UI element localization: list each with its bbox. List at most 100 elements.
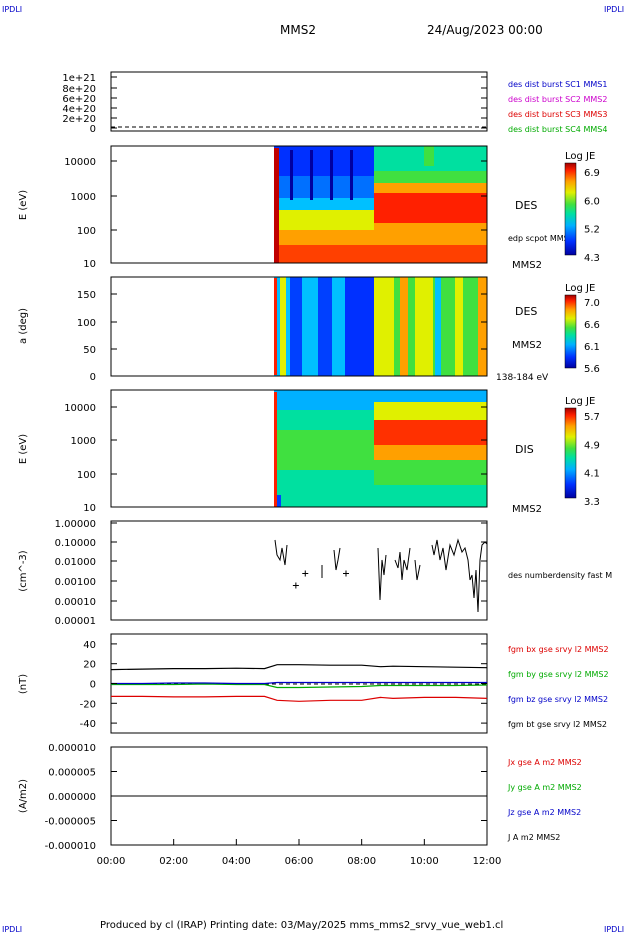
current-legend-item: Jz gse A m2 MMS2 [507,808,581,817]
panel-des-pitch: a (deg) 150 100 50 0 DES MMS2 138-184 eV Lo… [18,276,600,383]
current-tick-label: 0.000005 [48,768,96,779]
spacecraft-title: MMS2 [280,23,316,37]
availability-tick-label: 0 [90,124,96,135]
current-legend-item: J A m2 MMS2 [507,833,560,842]
dis-energy-ylabel: E (eV) [18,434,29,464]
density-tick-label: 1.00000 [55,519,96,530]
dis-energy-colorbar-tick-label: 3.3 [584,497,600,508]
availability-tick-label: 4e+20 [62,104,96,115]
des-energy-tick-label: 10000 [64,157,96,168]
des-pitch-tick-label: 150 [77,290,96,301]
bfield-ylabel: (nT) [18,674,29,694]
des-energy-tick-label: 1000 [71,192,96,203]
dis-energy-frame [110,389,488,508]
panel-magnetic-field: (nT) 40 20 0 -20 -40 fgm bx gse srvy l2 MMS2… [18,633,609,734]
bfield-legend-item: fgm bt gse srvy l2 MMS2 [508,720,607,729]
current-tick-label: 0.000000 [48,792,96,803]
time-axis: 00:00 02:00 04:00 06:00 08:00 10:00 12:00 [97,839,502,867]
time-axis-tick-label: 00:00 [97,856,126,867]
availability-legend-item: des dist burst SC4 MMS4 [508,125,607,134]
dis-energy-colorbar-title: Log JE [565,396,595,407]
des-energy-tick-label: 10 [83,259,96,270]
availability-tick-label: 2e+20 [62,114,96,125]
current-legend-item: Jy gse A m2 MMS2 [507,783,582,792]
bfield-tick-label: -40 [80,719,96,730]
des-pitch-tick-label: 100 [77,318,96,329]
time-axis-tick-label: 04:00 [222,856,251,867]
dis-energy-colorbar-tick-label: 4.1 [584,469,600,480]
density-point [343,570,349,577]
des-pitch-sc-label: MMS2 [512,340,542,351]
bfield-series-line [111,695,488,702]
density-frame [110,520,488,621]
time-axis-tick-label: 12:00 [473,856,502,867]
des-energy-colorbar-tick-label: 6.9 [584,168,600,179]
des-pitch-label: DES [515,305,537,318]
density-tick-label: 0.00001 [55,616,96,627]
current-tick-label: -0.000005 [45,817,96,828]
panel-current-density: (A/m2) 0.000010 0.000005 0.000000 -0.000005… [18,743,582,852]
des-pitch-colorbar-title: Log JE [565,283,595,294]
edp-scpot-label: edp scpot MMS2 [508,234,574,243]
bfield-legend-item: fgm bx gse srvy l2 MMS2 [508,645,609,654]
density-point [292,582,299,589]
availability-legend-item: des dist burst SC2 MMS2 [508,95,607,104]
bfield-tick-label: 40 [83,640,96,651]
bfield-series-line [111,683,488,689]
density-tick-label: 0.00010 [55,597,96,608]
des-label: DES [515,199,537,212]
des-pitch-tick-label: 50 [83,345,96,356]
des-pitch-colorbar-tick-label: 7.0 [584,298,600,309]
density-point [302,570,309,577]
dis-energy-colorbar [564,407,577,499]
density-trace [274,538,488,613]
des-energy-colorbar [564,162,577,256]
current-tick-label: -0.000010 [45,841,96,852]
bfield-series-line [110,664,488,671]
des-energy-ylabel: E (eV) [18,190,29,220]
bfield-tick-label: 20 [83,660,96,671]
corner-label-bottom-right: IPDLI [604,925,624,934]
corner-label-bottom-left: IPDLI [2,925,22,934]
bfield-legend-item: fgm by gse srvy l2 MMS2 [508,670,609,679]
time-axis-tick-label: 10:00 [410,856,439,867]
corner-label-top-right: IPDLI [604,5,624,14]
time-axis-tick-label: 02:00 [159,856,188,867]
panel-des-energy: E (eV) 10000 1000 100 10 DES edp scpot MMS2… [18,145,600,271]
dis-label: DIS [515,443,534,456]
availability-tick-label: 8e+20 [62,84,96,95]
density-points [292,570,349,589]
time-axis-tick-label: 08:00 [347,856,376,867]
bfield-tick-label: -20 [80,699,96,710]
dis-energy-tick-label: 10 [83,503,96,514]
des-pitch-colorbar-tick-label: 5.6 [584,364,600,375]
bfield-series-line [111,681,487,685]
des-energy-sc-label: MMS2 [512,260,542,271]
dis-energy-colorbar-tick-label: 4.9 [584,440,600,451]
des-pitch-tick-label: 0 [90,372,96,383]
date-title: 24/Aug/2023 00:00 [427,23,543,37]
current-legend-item: Jx gse A m2 MMS2 [507,758,582,767]
dis-energy-colorbar-tick-label: 5.7 [584,412,600,423]
density-tick-label: 0.01000 [55,557,96,568]
density-tick-label: 0.00100 [55,577,96,588]
des-pitch-colorbar-tick-label: 6.1 [584,342,600,353]
dis-energy-tick-label: 1000 [71,436,96,447]
availability-legend-item: des dist burst SC1 MMS1 [508,80,607,89]
des-energy-tick-label: 100 [77,226,96,237]
current-tick-label: 0.000010 [48,743,96,754]
des-pitch-frame [110,276,488,377]
current-ylabel: (A/m2) [18,779,29,813]
des-pitch-colorbar [564,294,577,369]
des-pitch-spectrogram [274,277,487,376]
des-pitch-ylabel: a (deg) [18,308,29,344]
des-energy-colorbar-tick-label: 4.3 [584,253,600,264]
footer-text: Produced by cl (IRAP) Printing date: 03/… [100,920,503,931]
dis-energy-tick-label: 10000 [64,403,96,414]
availability-tick-label: 1e+21 [62,73,96,84]
des-pitch-colorbar-tick-label: 6.6 [584,320,600,331]
des-energy-colorbar-title: Log JE [565,151,595,162]
density-legend: des numberdensity fast M [508,571,612,580]
